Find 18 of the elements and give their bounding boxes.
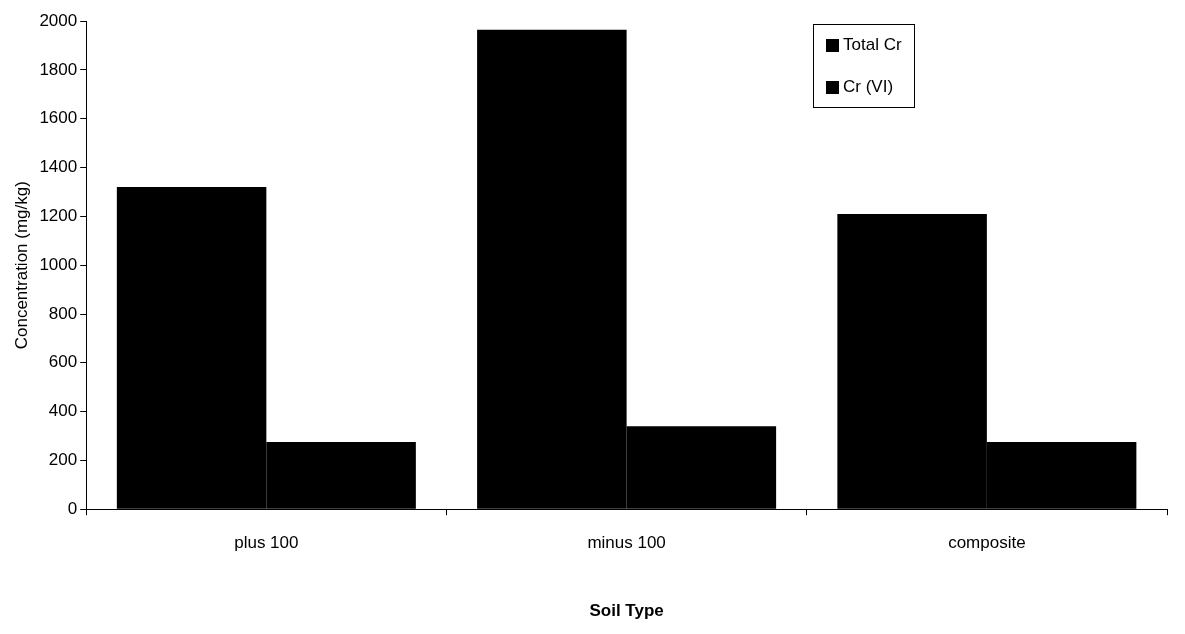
y-tick-label: 800 <box>48 303 78 323</box>
y-tick-label: 400 <box>48 401 78 421</box>
y-tick-label: 0 <box>67 498 78 518</box>
y-axis-title: Concentration (mg/kg) <box>11 181 31 350</box>
x-tick-label: plus 100 <box>234 533 299 553</box>
x-tick-label: composite <box>948 533 1026 553</box>
y-tick-label: 1800 <box>39 59 78 79</box>
y-tick-label: 2000 <box>39 10 78 30</box>
x-axis-title: Soil Type <box>589 601 664 621</box>
y-tick-label: 200 <box>48 450 78 470</box>
y-tick-label: 1200 <box>39 206 78 226</box>
y-tick-label: 1600 <box>39 108 78 128</box>
legend-label: Total Cr <box>843 35 902 55</box>
legend-label: Cr (VI) <box>843 77 894 97</box>
y-tick-label: 1400 <box>39 157 78 177</box>
y-tick-label: 600 <box>48 352 78 372</box>
x-tick-label: minus 100 <box>587 533 666 553</box>
y-tick-label: 1000 <box>39 254 78 274</box>
